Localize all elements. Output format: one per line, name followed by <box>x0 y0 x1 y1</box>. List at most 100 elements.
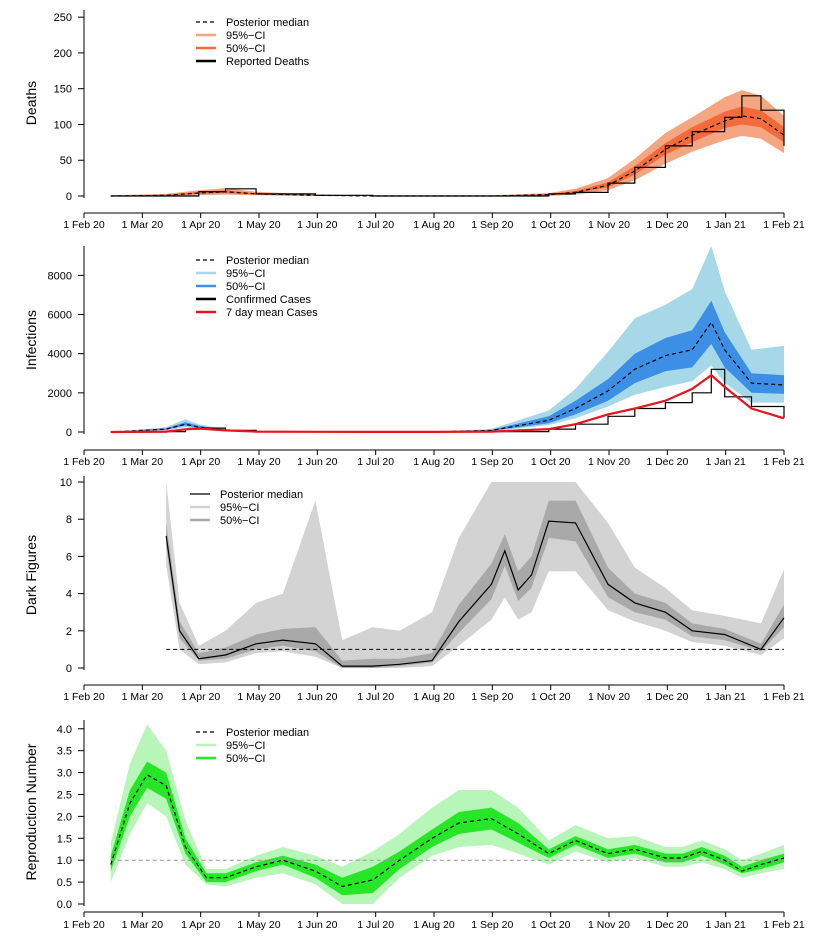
x-tick-label: 1 Jun 20 <box>297 691 337 703</box>
y-tick-label: 1.0 <box>57 855 72 867</box>
x-tick-label: 1 Feb 20 <box>63 219 105 231</box>
series-reported-deaths <box>110 95 785 197</box>
y-tick-label: 3.5 <box>57 746 72 758</box>
x-tick-label: 1 Jan 21 <box>706 919 746 931</box>
x-tick-label: 1 Nov 20 <box>588 691 630 703</box>
x-tick-label: 1 Apr 20 <box>181 919 220 931</box>
x-tick-label: 1 Oct 20 <box>531 691 571 703</box>
x-tick-label: 1 Jul 20 <box>357 691 394 703</box>
y-tick-label: 8000 <box>48 270 72 282</box>
ci50-band <box>110 300 785 432</box>
y-tick-label: 50 <box>60 155 72 167</box>
legend-label: Posterior median <box>226 17 309 29</box>
x-tick-label: 1 Jun 20 <box>297 219 337 231</box>
x-tick-label: 1 Apr 20 <box>181 219 220 231</box>
x-tick-label: 1 Jun 20 <box>297 456 337 468</box>
x-tick-label: 1 Feb 20 <box>63 456 105 468</box>
x-tick-label: 1 May 20 <box>237 456 280 468</box>
y-tick-label: 0.5 <box>57 877 72 889</box>
x-tick-label: 1 May 20 <box>237 691 280 703</box>
chart-panel-3: 0 2 4 6 8 10 Dark Figures 1 Feb 20 1 Mar 20 1 Apr… <box>23 476 805 703</box>
x-tick-label: 1 Apr 20 <box>181 456 220 468</box>
x-tick-label: 1 Jan 21 <box>706 691 746 703</box>
y-tick-label: 0.0 <box>57 899 72 911</box>
legend-label: Posterior median <box>226 255 309 267</box>
y-tick-label: 6 <box>66 551 72 563</box>
x-tick-label: 1 Mar 20 <box>122 691 164 703</box>
x-tick-label: 1 Feb 21 <box>763 919 805 931</box>
chart-panel-1: 0 50 100 150 200 250 Deaths 1 Feb 20 1 Mar 20 1 A… <box>23 10 805 231</box>
x-tick-label: 1 Feb 20 <box>63 919 105 931</box>
legend-label: Reported Deaths <box>226 56 310 68</box>
ci50-band <box>110 761 785 896</box>
x-tick-label: 1 Oct 20 <box>531 456 571 468</box>
x-tick-label: 1 Feb 20 <box>63 691 105 703</box>
legend-label: 50%−CI <box>220 515 259 527</box>
x-tick-label: 1 May 20 <box>237 219 280 231</box>
y-tick-label: 3.0 <box>57 768 72 780</box>
y-axis-label: Infections <box>23 310 39 370</box>
ci50-band <box>110 106 785 196</box>
x-tick-label: 1 Sep 20 <box>471 219 513 231</box>
y-tick-label: 6000 <box>48 310 72 322</box>
x-tick-label: 1 Jul 20 <box>357 219 394 231</box>
x-tick-label: 1 Mar 20 <box>122 219 164 231</box>
x-tick-label: 1 Feb 21 <box>763 219 805 231</box>
series-posterior-median <box>110 773 785 888</box>
legend-label: Posterior median <box>226 727 309 739</box>
x-tick-label: 1 Aug 20 <box>413 456 455 468</box>
x-tick-label: 1 Dec 20 <box>646 456 688 468</box>
y-tick-label: 2000 <box>48 388 72 400</box>
x-tick-label: 1 Aug 20 <box>413 219 455 231</box>
x-tick-label: 1 Jan 21 <box>706 219 746 231</box>
y-tick-label: 2 <box>66 626 72 638</box>
y-tick-label: 10 <box>60 477 72 489</box>
x-tick-label: 1 Aug 20 <box>413 691 455 703</box>
legend-label: 95%−CI <box>220 502 259 514</box>
x-tick-label: 1 Jul 20 <box>357 919 394 931</box>
x-tick-label: 1 Oct 20 <box>531 919 571 931</box>
legend-label: 50%−CI <box>226 281 265 293</box>
y-tick-label: 2.5 <box>57 789 72 801</box>
x-tick-label: 1 May 20 <box>237 919 280 931</box>
y-tick-label: 1.5 <box>57 833 72 845</box>
x-tick-label: 1 Apr 20 <box>181 691 220 703</box>
y-tick-label: 4.0 <box>57 724 72 736</box>
x-tick-label: 1 Feb 21 <box>763 691 805 703</box>
y-tick-label: 2.0 <box>57 811 72 823</box>
x-tick-label: 1 Dec 20 <box>646 691 688 703</box>
y-tick-label: 250 <box>54 12 72 24</box>
x-tick-label: 1 Sep 20 <box>471 691 513 703</box>
y-axis-label: Deaths <box>23 81 39 125</box>
x-tick-label: 1 Feb 21 <box>763 456 805 468</box>
x-tick-label: 1 Mar 20 <box>122 456 164 468</box>
y-axis-label: Reproduction Number <box>23 743 39 880</box>
x-tick-label: 1 Sep 20 <box>471 919 513 931</box>
y-tick-label: 0 <box>66 191 72 203</box>
x-tick-label: 1 Nov 20 <box>588 456 630 468</box>
x-tick-label: 1 Nov 20 <box>588 219 630 231</box>
x-tick-label: 1 Sep 20 <box>471 456 513 468</box>
y-tick-label: 4000 <box>48 349 72 361</box>
y-tick-label: 0 <box>66 427 72 439</box>
x-tick-label: 1 Nov 20 <box>588 919 630 931</box>
y-tick-label: 0 <box>66 663 72 675</box>
x-tick-label: 1 Dec 20 <box>646 919 688 931</box>
y-tick-label: 4 <box>66 589 72 601</box>
legend-label: 50%−CI <box>226 753 265 765</box>
legend-label: 95%−CI <box>226 740 265 752</box>
legend-label: 50%−CI <box>226 43 265 55</box>
x-tick-label: 1 Oct 20 <box>531 219 571 231</box>
ci95-band <box>166 482 784 668</box>
x-tick-label: 1 Jul 20 <box>357 456 394 468</box>
y-tick-label: 100 <box>54 119 72 131</box>
chart-panel-4: 0.0 0.5 1.0 1.5 2.0 2.5 3.0 3.5 4.0 Reproduction … <box>23 720 805 931</box>
x-tick-label: 1 Mar 20 <box>122 919 164 931</box>
y-axis-label: Dark Figures <box>23 535 39 615</box>
x-tick-label: 1 Jan 21 <box>706 456 746 468</box>
x-tick-label: 1 Jun 20 <box>297 919 337 931</box>
legend-label: 95%−CI <box>226 268 265 280</box>
